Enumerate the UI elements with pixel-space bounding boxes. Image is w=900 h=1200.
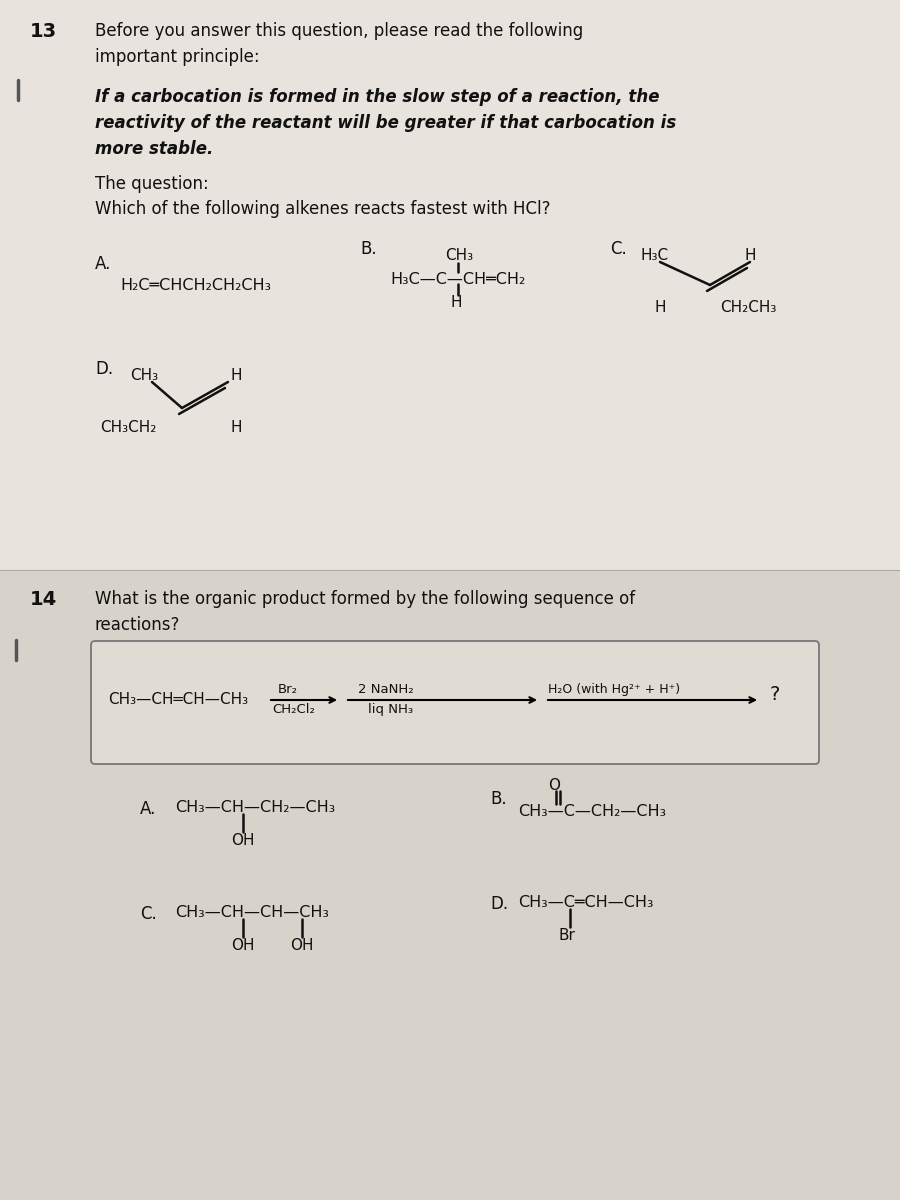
Text: O: O xyxy=(548,778,560,793)
Text: B.: B. xyxy=(360,240,376,258)
Text: If a carbocation is formed in the slow step of a reaction, the: If a carbocation is formed in the slow s… xyxy=(95,88,660,106)
Text: H₂O (with Hg²⁺ + H⁺): H₂O (with Hg²⁺ + H⁺) xyxy=(548,683,680,696)
Text: CH₃CH₂: CH₃CH₂ xyxy=(100,420,157,434)
Text: Before you answer this question, please read the following: Before you answer this question, please … xyxy=(95,22,583,40)
Text: CH₃—CH═CH—CH₃: CH₃—CH═CH—CH₃ xyxy=(108,692,248,708)
Text: A.: A. xyxy=(95,254,112,272)
Text: OH: OH xyxy=(290,938,313,953)
Text: Which of the following alkenes reacts fastest with HCl?: Which of the following alkenes reacts fa… xyxy=(95,200,551,218)
Text: CH₃—CH—CH—CH₃: CH₃—CH—CH—CH₃ xyxy=(175,905,329,920)
Bar xyxy=(0,570,900,1200)
FancyBboxPatch shape xyxy=(91,641,819,764)
Text: reactivity of the reactant will be greater if that carbocation is: reactivity of the reactant will be great… xyxy=(95,114,676,132)
Text: OH: OH xyxy=(231,833,255,848)
Text: H: H xyxy=(230,420,241,434)
Text: The question:: The question: xyxy=(95,175,209,193)
Text: CH₂CH₃: CH₂CH₃ xyxy=(720,300,777,314)
Bar xyxy=(0,0,900,570)
Text: H₃C: H₃C xyxy=(640,248,668,263)
Text: important principle:: important principle: xyxy=(95,48,259,66)
Text: CH₃—C—CH₂—CH₃: CH₃—C—CH₂—CH₃ xyxy=(518,804,666,818)
Text: H₂C═CHCH₂CH₂CH₃: H₂C═CHCH₂CH₂CH₃ xyxy=(120,278,271,293)
Text: H: H xyxy=(655,300,667,314)
Text: B.: B. xyxy=(490,790,507,808)
Text: A.: A. xyxy=(140,800,157,818)
Text: What is the organic product formed by the following sequence of: What is the organic product formed by th… xyxy=(95,590,635,608)
Text: Br₂: Br₂ xyxy=(278,683,298,696)
Text: 2 NaNH₂: 2 NaNH₂ xyxy=(358,683,414,696)
Text: H₃C—C—CH═CH₂: H₃C—C—CH═CH₂ xyxy=(390,272,526,287)
Text: C.: C. xyxy=(610,240,626,258)
Text: H: H xyxy=(745,248,757,263)
Text: D.: D. xyxy=(490,895,508,913)
Text: CH₃—C═CH—CH₃: CH₃—C═CH—CH₃ xyxy=(518,895,653,910)
Text: C.: C. xyxy=(140,905,157,923)
Text: H: H xyxy=(450,295,462,310)
Text: D.: D. xyxy=(95,360,113,378)
Text: Br: Br xyxy=(558,928,575,943)
Text: H: H xyxy=(230,368,241,383)
Text: reactions?: reactions? xyxy=(95,616,180,634)
Text: CH₃—CH—CH₂—CH₃: CH₃—CH—CH₂—CH₃ xyxy=(175,800,335,815)
Text: CH₂Cl₂: CH₂Cl₂ xyxy=(272,703,315,716)
Text: more stable.: more stable. xyxy=(95,140,213,158)
Text: CH₃: CH₃ xyxy=(130,368,158,383)
Text: 13: 13 xyxy=(30,22,57,41)
Text: CH₃: CH₃ xyxy=(445,248,473,263)
Text: ?: ? xyxy=(770,685,780,704)
Text: OH: OH xyxy=(231,938,255,953)
Text: 14: 14 xyxy=(30,590,58,608)
Text: liq NH₃: liq NH₃ xyxy=(368,703,413,716)
